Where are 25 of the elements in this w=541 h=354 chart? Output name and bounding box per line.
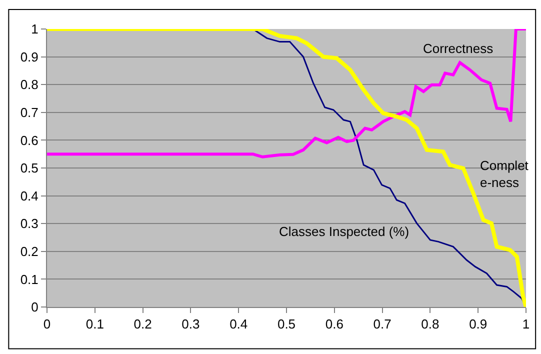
series-label: Correctness (423, 41, 494, 56)
series-label: Classes Inspected (%) (279, 224, 410, 239)
x-tick-label: 0.1 (86, 316, 104, 332)
x-tick-label: 0.4 (230, 316, 248, 332)
x-tick-label: 0.8 (421, 316, 440, 332)
y-tick-label: 0.5 (20, 160, 38, 176)
x-tick-label: 0.6 (325, 316, 344, 332)
y-tick-label: 0.8 (20, 77, 38, 92)
x-tick-label: 0.2 (134, 316, 152, 332)
y-tick-label: 0.4 (20, 188, 38, 204)
y-tick-label: 0.1 (20, 272, 38, 287)
x-tick-label: 0.7 (373, 316, 392, 332)
x-tick-label: 0.5 (277, 316, 296, 332)
x-tick-label: 0.3 (182, 316, 200, 332)
y-tick-label: 0.7 (20, 104, 38, 120)
x-tick-label: 0.9 (469, 316, 488, 332)
y-tick-label: 0 (31, 300, 38, 315)
y-tick-label: 0.3 (20, 216, 38, 232)
x-tick-label: 1 (522, 316, 530, 332)
y-tick-label: 1 (31, 22, 38, 37)
y-tick-label: 0.6 (20, 132, 38, 148)
x-tick-label: 0 (43, 316, 51, 332)
y-tick-label: 0.2 (20, 244, 38, 259)
y-tick-label: 0.9 (20, 49, 38, 64)
series-label: Complet e-ness (480, 158, 529, 190)
